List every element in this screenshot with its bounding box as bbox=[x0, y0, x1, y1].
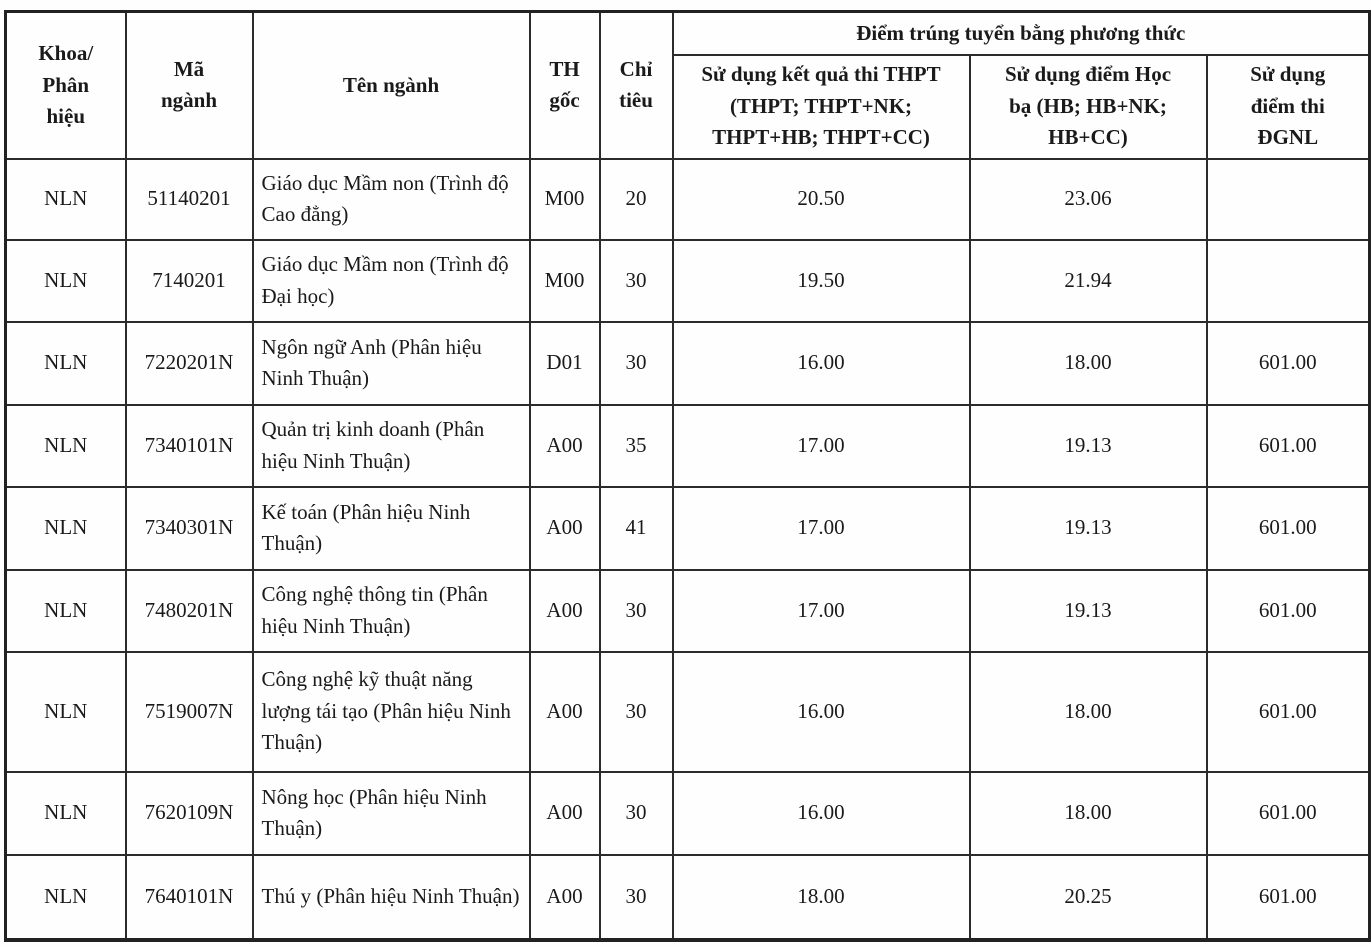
cell-chi-tieu: 41 bbox=[598, 485, 674, 571]
cell-ten-nganh: Kế toán (Phân hiệu Ninh Thuận) bbox=[251, 485, 531, 571]
cell-diem-hoc-ba: 19.13 bbox=[968, 485, 1208, 571]
cell-ten-nganh: Giáo dục Mầm non (Trình độ Cao đẳng) bbox=[251, 157, 531, 241]
cell-diem-thpt: 17.00 bbox=[671, 485, 971, 571]
cell-diem-thpt: 19.50 bbox=[671, 238, 971, 323]
cell-diem-dgnl bbox=[1205, 157, 1371, 241]
cell-th-goc: A00 bbox=[528, 770, 601, 856]
cell-ma-nganh: 7140201 bbox=[124, 238, 254, 323]
table-row: NLN 7220201N Ngôn ngữ Anh (Phân hiệu Nin… bbox=[4, 320, 1371, 406]
cell-diem-dgnl: 601.00 bbox=[1205, 568, 1371, 653]
cell-chi-tieu: 35 bbox=[598, 403, 674, 488]
cell-khoa: NLN bbox=[4, 320, 127, 406]
header-th-goc: TH gốc bbox=[528, 10, 601, 160]
cell-ma-nganh: 51140201 bbox=[124, 157, 254, 241]
cell-diem-thpt: 16.00 bbox=[671, 650, 971, 773]
cell-khoa: NLN bbox=[4, 568, 127, 653]
cell-chi-tieu: 30 bbox=[598, 770, 674, 856]
cell-diem-dgnl: 601.00 bbox=[1205, 650, 1371, 773]
table-row: NLN 7140201 Giáo dục Mầm non (Trình độ Đ… bbox=[4, 238, 1371, 323]
cell-diem-dgnl: 601.00 bbox=[1205, 853, 1371, 941]
cell-diem-hoc-ba: 18.00 bbox=[968, 320, 1208, 406]
header-group-diem-trung-tuyen: Điểm trúng tuyển bằng phương thức bbox=[671, 10, 1371, 56]
table-row: NLN 7519007N Công nghệ kỹ thuật năng lượ… bbox=[4, 650, 1371, 773]
cell-th-goc: A00 bbox=[528, 485, 601, 571]
header-ten-nganh: Tên ngành bbox=[251, 10, 531, 160]
header-thpt: Sử dụng kết quả thi THPT (THPT; THPT+NK;… bbox=[671, 53, 971, 160]
cell-chi-tieu: 30 bbox=[598, 320, 674, 406]
cell-diem-dgnl: 601.00 bbox=[1205, 485, 1371, 571]
cell-diem-hoc-ba: 23.06 bbox=[968, 157, 1208, 241]
cell-th-goc: D01 bbox=[528, 320, 601, 406]
cell-khoa: NLN bbox=[4, 157, 127, 241]
cell-diem-dgnl: 601.00 bbox=[1205, 403, 1371, 488]
table-row: NLN 7640101N Thú y (Phân hiệu Ninh Thuận… bbox=[4, 853, 1371, 941]
header-chi-tieu: Chỉ tiêu bbox=[598, 10, 674, 160]
cell-khoa: NLN bbox=[4, 238, 127, 323]
cell-diem-thpt: 18.00 bbox=[671, 853, 971, 941]
cell-diem-hoc-ba: 20.25 bbox=[968, 853, 1208, 941]
sub-header-row: Sử dụng kết quả thi THPT (THPT; THPT+NK;… bbox=[6, 53, 1371, 160]
cell-diem-hoc-ba: 21.94 bbox=[968, 238, 1208, 323]
table-body: NLN 51140201 Giáo dục Mầm non (Trình độ … bbox=[4, 157, 1371, 941]
header-hoc-ba: Sử dụng điểm Học bạ (HB; HB+NK; HB+CC) bbox=[968, 53, 1208, 160]
cell-ten-nganh: Nông học (Phân hiệu Ninh Thuận) bbox=[251, 770, 531, 856]
cell-diem-thpt: 17.00 bbox=[671, 403, 971, 488]
cell-khoa: NLN bbox=[4, 770, 127, 856]
cell-ma-nganh: 7480201N bbox=[124, 568, 254, 653]
cell-khoa: NLN bbox=[4, 485, 127, 571]
cell-ma-nganh: 7340301N bbox=[124, 485, 254, 571]
cell-ma-nganh: 7220201N bbox=[124, 320, 254, 406]
cell-diem-dgnl: 601.00 bbox=[1205, 770, 1371, 856]
cell-th-goc: M00 bbox=[528, 238, 601, 323]
cell-khoa: NLN bbox=[4, 853, 127, 941]
cell-ten-nganh: Quản trị kinh doanh (Phân hiệu Ninh Thuậ… bbox=[251, 403, 531, 488]
cell-ma-nganh: 7620109N bbox=[124, 770, 254, 856]
table-row: NLN 7340101N Quản trị kinh doanh (Phân h… bbox=[4, 403, 1371, 488]
cell-khoa: NLN bbox=[4, 403, 127, 488]
table-header: Khoa/ Phân hiệu Mã ngành Tên ngành TH gố… bbox=[4, 10, 1371, 160]
cell-ma-nganh: 7340101N bbox=[124, 403, 254, 488]
cell-ma-nganh: 7519007N bbox=[124, 650, 254, 773]
cell-chi-tieu: 30 bbox=[598, 853, 674, 941]
cell-th-goc: A00 bbox=[528, 403, 601, 488]
cell-diem-hoc-ba: 18.00 bbox=[968, 650, 1208, 773]
cell-chi-tieu: 30 bbox=[598, 238, 674, 323]
cell-diem-hoc-ba: 18.00 bbox=[968, 770, 1208, 856]
header-dgnl: Sử dụng điểm thi ĐGNL bbox=[1205, 53, 1371, 160]
cell-ten-nganh: Ngôn ngữ Anh (Phân hiệu Ninh Thuận) bbox=[251, 320, 531, 406]
table-row: NLN 7480201N Công nghệ thông tin (Phân h… bbox=[4, 568, 1371, 653]
cell-ten-nganh: Công nghệ thông tin (Phân hiệu Ninh Thuậ… bbox=[251, 568, 531, 653]
cell-ten-nganh: Thú y (Phân hiệu Ninh Thuận) bbox=[251, 853, 531, 941]
admission-score-table: Khoa/ Phân hiệu Mã ngành Tên ngành TH gố… bbox=[4, 10, 1371, 942]
cell-diem-thpt: 16.00 bbox=[671, 320, 971, 406]
cell-diem-dgnl: 601.00 bbox=[1205, 320, 1371, 406]
cell-th-goc: M00 bbox=[528, 157, 601, 241]
table-row: NLN 7340301N Kế toán (Phân hiệu Ninh Thu… bbox=[4, 485, 1371, 571]
header-ma-nganh: Mã ngành bbox=[124, 10, 254, 160]
cell-th-goc: A00 bbox=[528, 568, 601, 653]
cell-chi-tieu: 30 bbox=[598, 650, 674, 773]
cell-diem-hoc-ba: 19.13 bbox=[968, 568, 1208, 653]
cell-khoa: NLN bbox=[4, 650, 127, 773]
cell-chi-tieu: 20 bbox=[598, 157, 674, 241]
header-khoa-phan-hieu: Khoa/ Phân hiệu bbox=[4, 10, 127, 160]
table-row: NLN 7620109N Nông học (Phân hiệu Ninh Th… bbox=[4, 770, 1371, 856]
cell-diem-thpt: 16.00 bbox=[671, 770, 971, 856]
group-header-row: Khoa/ Phân hiệu Mã ngành Tên ngành TH gố… bbox=[4, 10, 1371, 160]
table-row: NLN 51140201 Giáo dục Mầm non (Trình độ … bbox=[4, 157, 1371, 241]
cell-ten-nganh: Giáo dục Mầm non (Trình độ Đại học) bbox=[251, 238, 531, 323]
cell-diem-thpt: 17.00 bbox=[671, 568, 971, 653]
cell-th-goc: A00 bbox=[528, 853, 601, 941]
cell-diem-thpt: 20.50 bbox=[671, 157, 971, 241]
cell-ten-nganh: Công nghệ kỹ thuật năng lượng tái tạo (P… bbox=[251, 650, 531, 773]
cell-diem-dgnl bbox=[1205, 238, 1371, 323]
cell-diem-hoc-ba: 19.13 bbox=[968, 403, 1208, 488]
cell-ma-nganh: 7640101N bbox=[124, 853, 254, 941]
cell-chi-tieu: 30 bbox=[598, 568, 674, 653]
cell-th-goc: A00 bbox=[528, 650, 601, 773]
